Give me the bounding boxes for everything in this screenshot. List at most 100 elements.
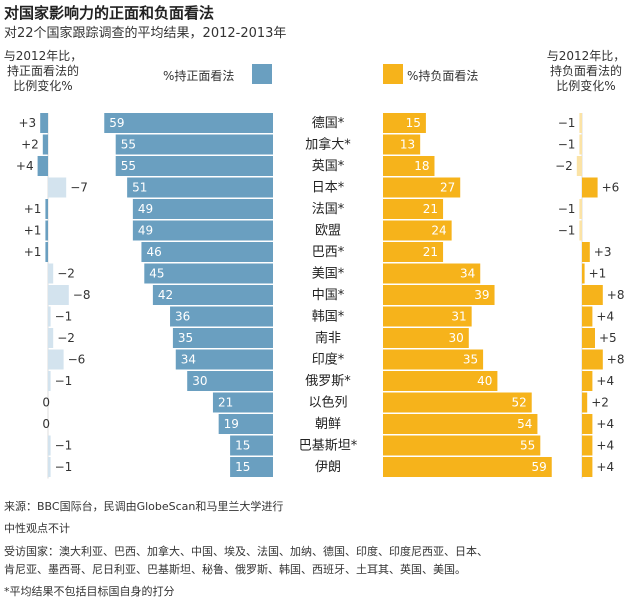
negative-bar bbox=[383, 242, 444, 262]
positive-change-bar bbox=[40, 113, 48, 133]
country-label: 韩国* bbox=[312, 310, 345, 325]
positive-value-label: 51 bbox=[132, 181, 147, 195]
positive-change-label: +4 bbox=[16, 159, 34, 173]
negative-change-bar bbox=[582, 414, 593, 434]
negative-bar bbox=[383, 414, 538, 434]
positive-value-label: 55 bbox=[121, 159, 136, 173]
legend-negative-label: %持负面看法 bbox=[407, 69, 479, 83]
positive-change-label: −8 bbox=[73, 288, 91, 302]
positive-bar bbox=[218, 414, 273, 434]
negative-value-label: 18 bbox=[414, 159, 429, 173]
positive-value-label: 45 bbox=[149, 267, 164, 281]
negative-bar bbox=[383, 156, 435, 176]
negative-bar bbox=[383, 349, 484, 370]
negative-value-label: 59 bbox=[531, 460, 546, 474]
positive-bar bbox=[212, 392, 273, 413]
negative-change-label: −1 bbox=[558, 224, 576, 238]
country-label: 法国* bbox=[312, 202, 345, 217]
positive-value-label: 15 bbox=[235, 439, 250, 453]
positive-change-bar bbox=[48, 177, 67, 198]
negative-change-bar bbox=[582, 177, 598, 198]
negative-change-label: −2 bbox=[555, 159, 573, 173]
left-change-header-line1: 与2012年比， bbox=[3, 49, 83, 63]
positive-change-label: +1 bbox=[24, 245, 42, 259]
footer-asterisk-note: *平均结果不包括目标国自身的打分 bbox=[4, 585, 175, 598]
positive-change-label: −1 bbox=[55, 439, 73, 453]
negative-change-label: −1 bbox=[558, 138, 576, 152]
negative-change-bar bbox=[579, 220, 582, 241]
negative-value-label: 13 bbox=[400, 138, 415, 152]
positive-change-bar bbox=[48, 328, 54, 348]
positive-bar bbox=[141, 242, 273, 262]
negative-value-label: 55 bbox=[520, 439, 535, 453]
positive-bar bbox=[152, 285, 273, 305]
negative-change-bar bbox=[582, 285, 603, 305]
right-change-header-line2: 持负面看法的 bbox=[549, 64, 622, 78]
positive-value-label: 49 bbox=[138, 224, 153, 238]
positive-change-label: 0 bbox=[42, 396, 50, 410]
negative-value-label: 35 bbox=[463, 353, 478, 367]
country-label: 美国* bbox=[312, 267, 345, 282]
negative-change-bar bbox=[582, 328, 595, 348]
negative-value-label: 15 bbox=[406, 116, 421, 130]
negative-value-label: 34 bbox=[460, 267, 475, 281]
negative-value-label: 31 bbox=[451, 310, 466, 324]
negative-change-bar bbox=[582, 371, 593, 391]
negative-value-label: 21 bbox=[423, 202, 438, 216]
negative-change-bar bbox=[579, 134, 582, 155]
negative-bar bbox=[383, 371, 498, 391]
positive-value-label: 35 bbox=[178, 331, 193, 345]
positive-change-bar bbox=[42, 134, 48, 155]
negative-value-label: 40 bbox=[477, 374, 492, 388]
right-change-header: 与2012年比， 持负面看法的 比例变化% bbox=[540, 49, 632, 94]
negative-change-bar bbox=[579, 199, 582, 219]
positive-change-label: +2 bbox=[21, 138, 39, 152]
country-label: 巴基斯坦* bbox=[299, 439, 358, 454]
positive-value-label: 21 bbox=[218, 396, 233, 410]
negative-change-label: +4 bbox=[596, 310, 614, 324]
positive-change-label: −1 bbox=[55, 374, 73, 388]
negative-bar bbox=[383, 457, 552, 477]
right-change-header-line1: 与2012年比， bbox=[546, 49, 626, 63]
country-label: 中国* bbox=[312, 288, 345, 303]
country-label: 加拿大* bbox=[305, 137, 351, 153]
negative-change-label: +8 bbox=[607, 353, 625, 367]
positive-change-bar bbox=[48, 435, 51, 456]
left-change-header-line2: 持正面看法的 bbox=[6, 64, 79, 78]
legend-positive-swatch bbox=[252, 64, 272, 84]
negative-bar bbox=[383, 113, 426, 133]
country-label: 英国* bbox=[312, 159, 345, 174]
left-change-header-line3: 比例变化% bbox=[13, 79, 73, 93]
negative-value-label: 39 bbox=[474, 288, 489, 302]
positive-change-bar bbox=[45, 199, 48, 219]
positive-bar bbox=[172, 328, 273, 348]
positive-change-label: −1 bbox=[55, 460, 73, 474]
positive-change-bar bbox=[48, 306, 51, 327]
positive-value-label: 42 bbox=[158, 288, 173, 302]
negative-bar bbox=[383, 285, 495, 305]
positive-change-bar bbox=[48, 263, 54, 284]
positive-bar bbox=[115, 156, 273, 176]
positive-value-label: 36 bbox=[175, 310, 190, 324]
positive-value-label: 15 bbox=[235, 460, 250, 474]
negative-change-label: +4 bbox=[596, 417, 614, 431]
negative-value-label: 21 bbox=[423, 245, 438, 259]
negative-bar bbox=[383, 134, 421, 155]
positive-bar bbox=[132, 220, 273, 241]
footer-source: 来源：BBC国际台，民调由GlobeScan和马里兰大学进行 bbox=[4, 500, 284, 513]
negative-value-label: 30 bbox=[449, 331, 464, 345]
negative-value-label: 27 bbox=[440, 181, 455, 195]
negative-change-label: +5 bbox=[599, 331, 617, 345]
country-label: 朝鲜 bbox=[315, 417, 341, 432]
positive-bar bbox=[144, 263, 273, 284]
negative-change-bar bbox=[582, 306, 593, 327]
positive-change-bar bbox=[37, 156, 48, 176]
positive-change-bar bbox=[45, 220, 48, 241]
positive-bar bbox=[175, 349, 273, 370]
negative-change-label: −1 bbox=[558, 202, 576, 216]
negative-bar bbox=[383, 220, 452, 241]
negative-change-bar bbox=[582, 263, 585, 284]
positive-bar bbox=[230, 435, 273, 456]
positive-value-label: 30 bbox=[192, 374, 207, 388]
